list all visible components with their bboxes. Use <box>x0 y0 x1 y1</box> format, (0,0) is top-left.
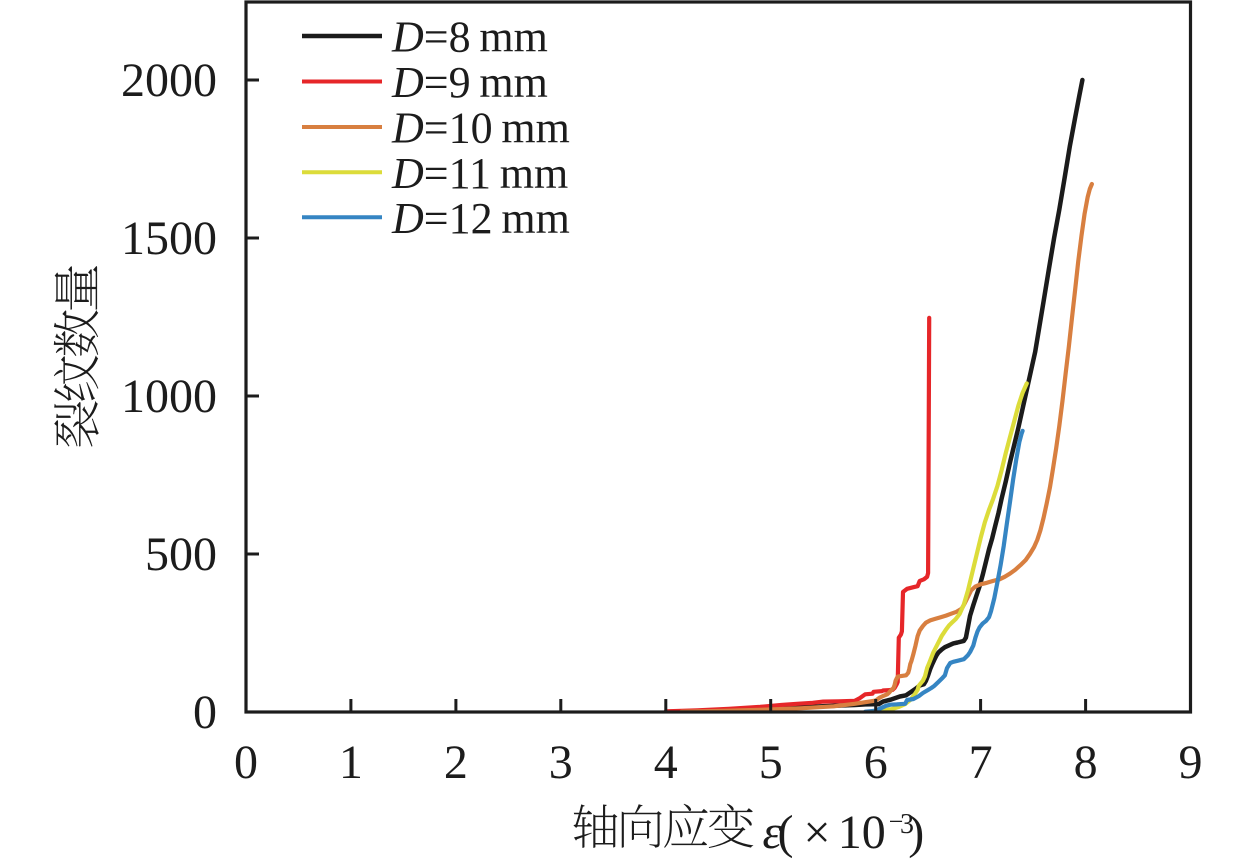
svg-text:D=10 mm: D=10 mm <box>391 104 570 153</box>
svg-text:ε(×10−3): ε(× 10 −3) <box>763 806 925 859</box>
svg-text:D=12 mm: D=12 mm <box>391 194 570 243</box>
svg-text:8: 8 <box>1074 736 1098 789</box>
svg-text:D=8 mm: D=8 mm <box>391 13 548 62</box>
svg-text:1000: 1000 <box>121 370 217 423</box>
svg-text:9: 9 <box>1179 736 1203 789</box>
svg-text:2000: 2000 <box>121 54 217 107</box>
svg-text:6: 6 <box>864 736 888 789</box>
svg-text:D=11 mm: D=11 mm <box>391 149 568 198</box>
svg-text:D=9 mm: D=9 mm <box>391 58 548 107</box>
svg-text:500: 500 <box>145 528 217 581</box>
svg-text:1: 1 <box>339 736 363 789</box>
svg-text:4: 4 <box>654 736 678 789</box>
svg-text:5: 5 <box>759 736 783 789</box>
svg-text:1500: 1500 <box>121 212 217 265</box>
svg-text:3: 3 <box>549 736 573 789</box>
svg-text:7: 7 <box>969 736 993 789</box>
svg-text:2: 2 <box>444 736 468 789</box>
svg-text:0: 0 <box>193 686 217 739</box>
svg-text:0: 0 <box>234 736 258 789</box>
